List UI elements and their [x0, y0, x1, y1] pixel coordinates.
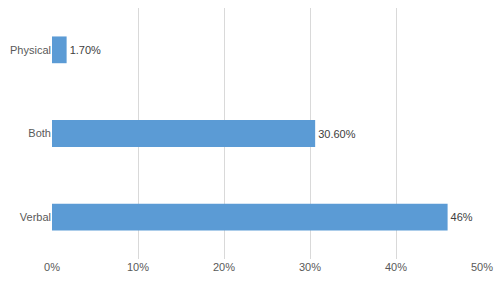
- svg-text:20%: 20%: [213, 261, 235, 273]
- svg-text:Both: Both: [28, 127, 51, 139]
- svg-text:50%: 50%: [471, 261, 493, 273]
- svg-text:10%: 10%: [127, 261, 149, 273]
- svg-text:1.70%: 1.70%: [70, 44, 101, 56]
- svg-text:Physical: Physical: [10, 44, 51, 56]
- svg-text:0%: 0%: [44, 261, 60, 273]
- svg-text:46%: 46%: [451, 211, 473, 223]
- svg-text:30.60%: 30.60%: [318, 128, 356, 140]
- svg-text:Verbal: Verbal: [20, 211, 51, 223]
- svg-text:40%: 40%: [385, 261, 407, 273]
- svg-text:30%: 30%: [299, 261, 321, 273]
